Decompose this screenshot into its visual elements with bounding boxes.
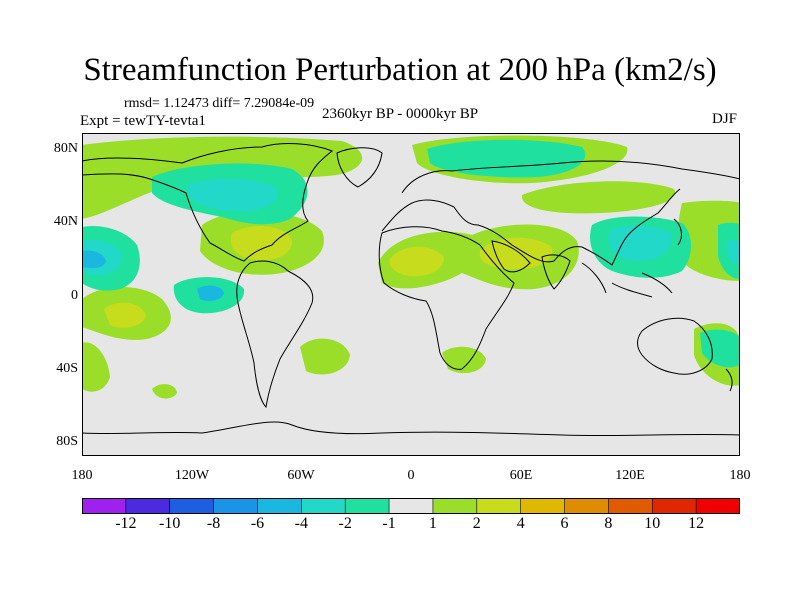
contour-field [82, 135, 740, 399]
colorbar-cell [432, 498, 478, 514]
north-america-coast [82, 143, 333, 262]
colorbar-cell [82, 498, 127, 514]
greenland-coast [336, 147, 383, 188]
australia-coast [637, 317, 713, 375]
lon-label-180w: 180 [71, 468, 93, 483]
colorbar-label: 4 [516, 515, 525, 532]
southwest-pacific-green [82, 342, 110, 392]
map-frame [82, 133, 740, 456]
colorbar-cell [257, 498, 303, 514]
lat-label-40s: 40S [56, 361, 78, 376]
colorbar-label: 10 [644, 515, 661, 532]
sahara-yellow [389, 246, 444, 277]
siberia-cyan [427, 139, 586, 178]
colorbar-label: -12 [115, 515, 137, 532]
lat-label-0: 0 [71, 288, 78, 303]
lat-label-80n: 80N [53, 141, 78, 156]
colorbar-cell [301, 498, 347, 514]
colorbar-cell [608, 498, 654, 514]
south-pacific-green [152, 384, 177, 399]
lat-label-40n: 40N [53, 214, 78, 229]
colorbar-label: 1 [428, 515, 437, 532]
north-pacific-deep-core [82, 250, 106, 269]
new-zealand-coast [725, 368, 733, 392]
southwest-pacific-cyan [700, 329, 740, 368]
lon-label-180e: 180 [729, 468, 751, 483]
arabia-coast [491, 240, 531, 273]
colorbar [82, 498, 740, 514]
colorbar-cell [388, 498, 434, 514]
africa-coast [378, 226, 515, 370]
tropical-core [197, 285, 224, 301]
pacific-yellow [104, 302, 146, 328]
colorbar-cell [344, 498, 390, 514]
season-label: DJF [712, 111, 738, 127]
colorbar-label: -6 [250, 515, 265, 532]
japan-coast [673, 218, 682, 246]
canada-core [186, 178, 278, 212]
dateline-core [726, 240, 740, 265]
colorbar-cell [520, 498, 566, 514]
negative-core-regions [82, 178, 740, 301]
colorbar-cell [169, 498, 215, 514]
colorbar-cell [213, 498, 259, 514]
map-panel [82, 133, 740, 456]
colorbar-label: 8 [604, 515, 613, 532]
chart-title: Streamfunction Perturbation at 200 hPa (… [83, 52, 717, 88]
colorbar-cell [695, 498, 740, 514]
colorbar-frame [82, 498, 740, 514]
arctic-green-band [82, 136, 363, 219]
colorbar-label: 12 [688, 515, 705, 532]
lat-label-80s: 80S [56, 434, 78, 449]
south-america-coast [236, 260, 314, 409]
lon-label-0: 0 [407, 468, 415, 483]
southeast-asia-coast [581, 262, 673, 298]
colorbar-label: -10 [159, 515, 181, 532]
lon-label-120w: 120W [174, 468, 210, 483]
caribbean-yellow [230, 226, 292, 261]
colorbar-label: 2 [472, 515, 481, 532]
lon-label-60e: 60E [509, 468, 533, 483]
antarctica-coast [82, 421, 740, 437]
arabia-yellow [479, 237, 553, 270]
colorbar-label: -1 [382, 515, 396, 532]
colorbar-cell [651, 498, 697, 514]
colorbar-label: -4 [294, 515, 308, 532]
south-atlantic-green [300, 338, 350, 375]
colorbar-cell [476, 498, 522, 514]
stats-text: rmsd= 1.12473 diff= 7.29084e-09 [124, 96, 315, 111]
period-label: 2360kyr BP - 0000kyr BP [322, 106, 479, 122]
colorbar-cell [125, 498, 171, 514]
colorbar-cell [564, 498, 610, 514]
experiment-label: Expt = tewTY-tevta1 [80, 113, 206, 129]
colorbar-label: 6 [560, 515, 569, 532]
positive-core-regions [104, 226, 553, 328]
central-asia-green [521, 181, 676, 214]
west-pacific-core [608, 225, 672, 261]
india-coast [541, 254, 571, 290]
eurasia-coast [381, 160, 740, 266]
coastlines [82, 143, 740, 437]
lon-label-60w: 60W [287, 468, 315, 483]
colorbar-label: -2 [338, 515, 352, 532]
lon-label-120e: 120E [615, 468, 645, 483]
colorbar-label: -8 [206, 515, 221, 532]
